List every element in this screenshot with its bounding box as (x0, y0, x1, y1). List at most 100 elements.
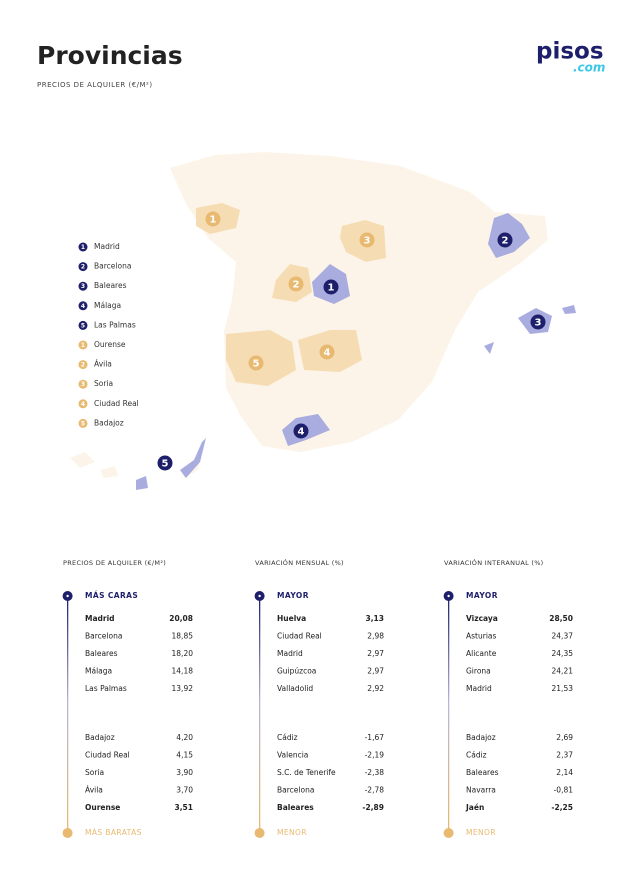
row-name: S.C. de Tenerife (277, 768, 336, 777)
row-name: Valencia (277, 751, 308, 760)
marker-number: 4 (81, 303, 85, 310)
row-value: 2,92 (367, 684, 384, 693)
row-value: 3,70 (176, 786, 193, 795)
row-name: Madrid (277, 649, 303, 658)
canarias (70, 448, 204, 478)
marker-number: 5 (253, 359, 260, 370)
legend-label: Barcelona (94, 262, 131, 271)
marker-number: 3 (81, 381, 85, 388)
row-name: Barcelona (85, 632, 122, 641)
row-name: Navarra (466, 786, 496, 795)
row-value: 3,13 (365, 614, 384, 623)
row-name: Girona (466, 667, 491, 676)
row-value: -2,19 (365, 751, 385, 760)
map (70, 152, 576, 490)
marker-circle (78, 301, 88, 311)
row-value: 2,14 (556, 768, 573, 777)
marker-circle (78, 379, 88, 389)
row-name: Valladolid (277, 684, 313, 693)
marker-number: 5 (81, 322, 85, 329)
row-value: 14,18 (172, 667, 194, 676)
row-value: 2,37 (556, 751, 573, 760)
marker-circle (323, 279, 339, 295)
row-name: Vizcaya (466, 614, 498, 623)
marker-circle (78, 262, 88, 272)
timeline-bottom (62, 828, 73, 838)
row-name: Huelva (277, 614, 306, 623)
marker-number: 4 (324, 348, 331, 359)
marker-circle (293, 423, 309, 439)
marker-circle (78, 320, 88, 330)
marker-number: 3 (535, 318, 542, 329)
marker-circle (248, 355, 264, 371)
marker-number: 4 (81, 401, 85, 408)
row-name: Ourense (85, 803, 120, 812)
row-name: Soria (85, 768, 104, 777)
marker-number: 5 (81, 420, 85, 427)
row-name: Ávila (85, 786, 103, 795)
marker-circle (359, 232, 375, 248)
row-name: Baleares (85, 649, 118, 658)
marker-number: 2 (502, 236, 509, 247)
marker-circle (78, 281, 88, 291)
timeline-dot (258, 594, 261, 598)
row-name: Baleares (277, 803, 314, 812)
row-name: Cádiz (277, 733, 298, 742)
row-value: 28,50 (549, 614, 573, 623)
legend-label: Madrid (94, 242, 120, 251)
legend-label: Las Palmas (94, 320, 136, 329)
row-name: Baleares (466, 768, 499, 777)
timeline (259, 596, 261, 833)
row-name: Ciudad Real (277, 632, 322, 641)
row-value: 24,35 (552, 649, 574, 658)
marker-number: 2 (81, 362, 85, 369)
marker-number: 3 (364, 236, 371, 247)
row-value: 24,37 (552, 632, 574, 641)
spain-mainland (170, 152, 548, 452)
marker-number: 3 (81, 283, 85, 290)
row-value: 4,20 (176, 733, 193, 742)
row-name: Las Palmas (85, 684, 127, 693)
row-value: -2,25 (551, 803, 573, 812)
province-las-palmas (136, 438, 206, 490)
row-name: Guipúzcoa (277, 667, 316, 676)
row-value: 18,20 (172, 649, 194, 658)
row-value: 3,90 (176, 768, 193, 777)
marker-circle (78, 340, 88, 350)
row-value: 4,15 (176, 751, 193, 760)
marker-number: 1 (81, 342, 85, 349)
top-label: MAYOR (466, 591, 498, 600)
legend-label: Ávila (94, 360, 112, 369)
row-value: -2,89 (362, 803, 384, 812)
row-value: 18,85 (172, 632, 194, 641)
row-value: 2,69 (556, 733, 573, 742)
legend-label: Ourense (94, 340, 126, 349)
row-name: Asturias (466, 632, 496, 641)
row-value: 2,98 (367, 632, 384, 641)
row-name: Badajoz (85, 733, 115, 742)
marker-circle (78, 418, 88, 428)
timeline (448, 596, 450, 833)
marker-circle (78, 242, 88, 252)
marker-number: 5 (162, 459, 169, 470)
row-value: 2,97 (367, 649, 384, 658)
row-value: 13,92 (172, 684, 194, 693)
title: Provincias (37, 41, 183, 70)
row-value: 2,97 (367, 667, 384, 676)
legend-label: Baleares (94, 281, 127, 290)
legend-label: Soria (94, 379, 113, 388)
marker-circle (319, 344, 335, 360)
marker-number: 4 (298, 427, 305, 438)
marker-number: 2 (81, 264, 85, 271)
row-value: 24,21 (552, 667, 574, 676)
marker-number: 1 (210, 215, 217, 226)
marker-circle (157, 455, 173, 471)
row-name: Madrid (466, 684, 492, 693)
row-name: Málaga (85, 667, 112, 676)
marker-number: 1 (328, 283, 335, 294)
row-value: 3,51 (174, 803, 193, 812)
row-name: Badajoz (466, 733, 496, 742)
row-value: 20,08 (169, 614, 193, 623)
timeline-dot (66, 594, 69, 598)
